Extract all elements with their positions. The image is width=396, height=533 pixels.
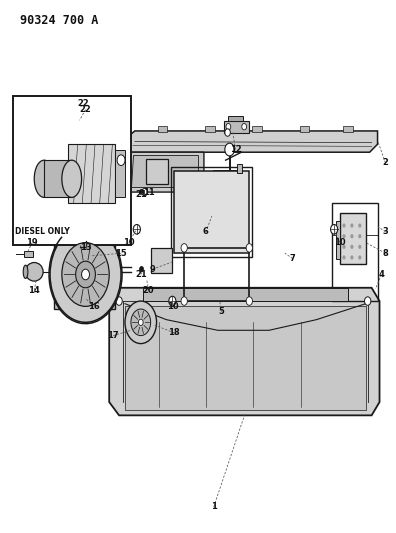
Circle shape xyxy=(246,297,253,305)
Bar xyxy=(184,248,249,301)
Text: DIESEL ONLY: DIESEL ONLY xyxy=(15,228,70,237)
Circle shape xyxy=(142,188,147,196)
Text: 10: 10 xyxy=(167,302,178,311)
Circle shape xyxy=(181,297,187,305)
Text: 90324 700 A: 90324 700 A xyxy=(21,14,99,27)
Bar xyxy=(150,248,172,273)
Bar xyxy=(25,251,33,257)
Bar xyxy=(224,121,249,133)
Bar xyxy=(68,144,115,203)
Bar xyxy=(300,126,309,132)
Polygon shape xyxy=(125,152,204,192)
Polygon shape xyxy=(54,237,115,309)
Text: 10: 10 xyxy=(334,238,346,247)
Text: 16: 16 xyxy=(88,302,99,311)
Circle shape xyxy=(343,234,346,238)
Text: 14: 14 xyxy=(29,286,40,295)
Circle shape xyxy=(169,296,176,306)
Bar xyxy=(158,126,167,132)
Text: 19: 19 xyxy=(27,238,38,247)
Circle shape xyxy=(116,297,122,305)
Bar xyxy=(343,126,353,132)
Text: 3: 3 xyxy=(383,228,388,237)
Ellipse shape xyxy=(34,160,54,197)
Text: 8: 8 xyxy=(383,249,388,258)
Polygon shape xyxy=(109,288,379,415)
Circle shape xyxy=(226,124,231,130)
Text: 12: 12 xyxy=(230,145,242,154)
Ellipse shape xyxy=(25,263,43,281)
Circle shape xyxy=(343,255,346,260)
Bar xyxy=(336,221,340,259)
Circle shape xyxy=(225,129,230,136)
Circle shape xyxy=(343,223,346,228)
Circle shape xyxy=(350,234,354,238)
Bar xyxy=(13,96,131,245)
Circle shape xyxy=(225,143,234,156)
Bar xyxy=(174,171,249,253)
Bar xyxy=(228,116,244,121)
Circle shape xyxy=(358,234,362,238)
Text: 22: 22 xyxy=(78,99,89,108)
Circle shape xyxy=(181,244,187,252)
Circle shape xyxy=(358,255,362,260)
Bar xyxy=(171,166,253,257)
Bar xyxy=(253,126,262,132)
Circle shape xyxy=(358,223,362,228)
Bar xyxy=(125,306,366,410)
Text: 5: 5 xyxy=(219,307,225,316)
Circle shape xyxy=(358,245,362,249)
Bar xyxy=(143,288,348,301)
Circle shape xyxy=(350,245,354,249)
Circle shape xyxy=(131,309,150,336)
Circle shape xyxy=(350,223,354,228)
Circle shape xyxy=(343,245,346,249)
Text: 21: 21 xyxy=(135,270,147,279)
Bar xyxy=(340,213,366,264)
Circle shape xyxy=(125,301,156,344)
Circle shape xyxy=(50,227,121,322)
Polygon shape xyxy=(131,155,198,187)
Text: 18: 18 xyxy=(169,328,180,337)
Text: 10: 10 xyxy=(123,238,135,247)
Text: 9: 9 xyxy=(150,265,156,273)
Circle shape xyxy=(331,224,338,234)
Text: 22: 22 xyxy=(80,105,91,114)
Text: 4: 4 xyxy=(379,270,385,279)
Text: 1: 1 xyxy=(211,502,217,511)
Text: 20: 20 xyxy=(143,286,154,295)
Text: 17: 17 xyxy=(107,331,119,340)
Text: 6: 6 xyxy=(203,228,209,237)
Circle shape xyxy=(140,189,143,195)
Bar xyxy=(205,126,215,132)
Ellipse shape xyxy=(23,265,28,278)
Bar xyxy=(238,164,242,173)
Circle shape xyxy=(350,255,354,260)
Circle shape xyxy=(76,261,95,288)
Circle shape xyxy=(139,319,143,326)
Text: 7: 7 xyxy=(290,254,295,263)
Circle shape xyxy=(117,155,125,165)
Text: 13: 13 xyxy=(80,244,91,253)
Ellipse shape xyxy=(62,160,82,197)
Circle shape xyxy=(246,244,253,252)
Text: 11: 11 xyxy=(143,188,154,197)
Circle shape xyxy=(365,297,371,305)
Bar xyxy=(44,160,72,197)
Circle shape xyxy=(82,269,89,280)
Text: 21: 21 xyxy=(135,190,147,199)
Text: 2: 2 xyxy=(383,158,388,167)
Bar xyxy=(115,150,125,197)
Polygon shape xyxy=(125,131,377,152)
Circle shape xyxy=(133,224,141,234)
Circle shape xyxy=(62,243,109,306)
Circle shape xyxy=(140,266,143,272)
Circle shape xyxy=(242,124,247,130)
Text: 15: 15 xyxy=(115,249,127,258)
Bar xyxy=(146,159,168,184)
